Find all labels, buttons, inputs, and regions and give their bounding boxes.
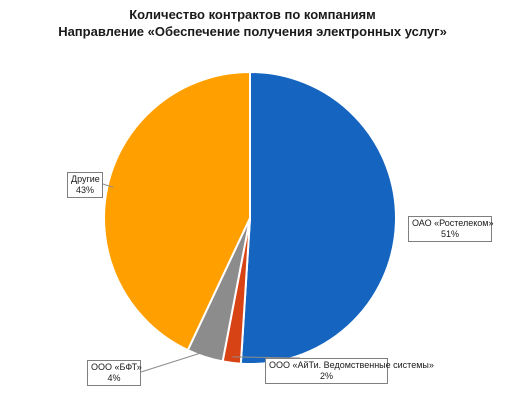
- leader-line: [102, 183, 114, 188]
- leader-line: [232, 356, 301, 359]
- leader-lines: [102, 183, 301, 373]
- data-label-value: 43%: [75, 185, 94, 195]
- data-label-name: ООО «АйТи. Ведомственные системы»: [269, 360, 434, 370]
- chart-subtitle: Направление «Обеспечение получения элект…: [58, 24, 447, 39]
- data-label-other: Другие 43%: [67, 172, 103, 198]
- chart-title: Количество контрактов по компаниям: [129, 7, 376, 22]
- data-label-value: 51%: [440, 229, 459, 239]
- pie-slices: [103, 70, 397, 365]
- data-label-value: 2%: [319, 371, 333, 381]
- data-label-name: Другие: [71, 174, 100, 184]
- slice-rostelecom: [239, 70, 397, 365]
- data-label-value: 4%: [107, 373, 121, 383]
- data-label-ait: ООО «АйТи. Ведомственные системы» 2%: [265, 358, 434, 384]
- leader-line: [140, 350, 207, 373]
- slice-other: [103, 70, 251, 352]
- data-label-name: ООО «БФТ»: [91, 362, 142, 372]
- data-label-bft: ООО «БФТ» 4%: [87, 360, 142, 386]
- data-label-rostelecom: ОАО «Ростелеком» 51%: [408, 216, 494, 242]
- data-label-name: ОАО «Ростелеком»: [412, 218, 494, 228]
